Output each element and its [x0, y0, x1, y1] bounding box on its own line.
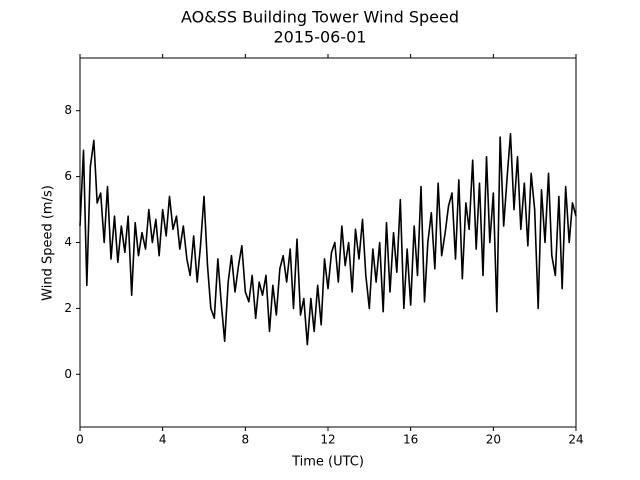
- y-tick-label: 4: [64, 235, 72, 249]
- y-tick-label: 8: [64, 103, 72, 117]
- x-tick-label: 24: [568, 433, 583, 447]
- y-tick-label: 6: [64, 169, 72, 183]
- y-tick-label: 2: [64, 301, 72, 315]
- y-tick-label: 0: [64, 367, 72, 381]
- x-tick-label: 0: [76, 433, 84, 447]
- x-tick-label: 16: [403, 433, 418, 447]
- x-tick-label: 20: [486, 433, 501, 447]
- chart-subtitle: 2015-06-01: [274, 28, 367, 47]
- y-axis-label: Wind Speed (m/s): [41, 185, 56, 301]
- x-tick-label: 4: [159, 433, 167, 447]
- plot-frame: [79, 57, 577, 428]
- x-axis-label: Time (UTC): [291, 455, 364, 470]
- x-tick-label: 12: [320, 433, 335, 447]
- x-tick-label: 8: [242, 433, 250, 447]
- chart-title: AO&SS Building Tower Wind Speed: [181, 8, 459, 27]
- data-line: [79, 132, 577, 346]
